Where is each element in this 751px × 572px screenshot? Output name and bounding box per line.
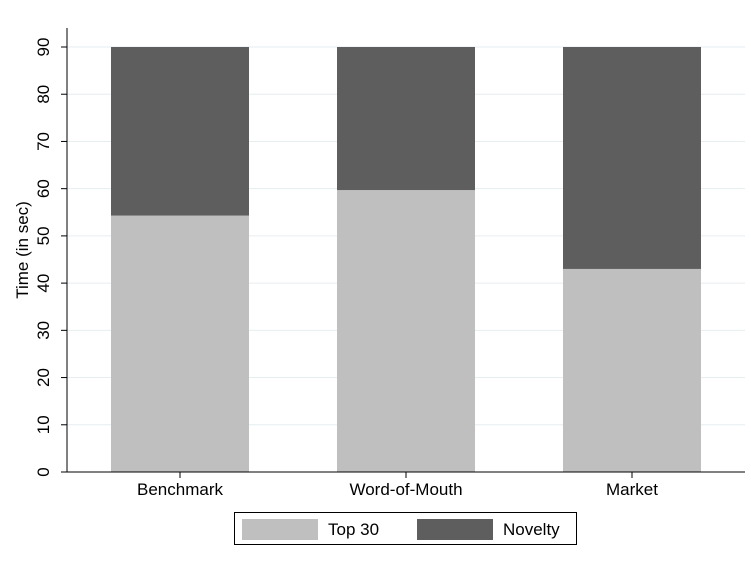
y-tick-label: 70 [34, 132, 53, 151]
y-tick-label: 90 [34, 38, 53, 57]
bar-segment-novelty [563, 47, 701, 269]
legend-swatch-novelty [417, 519, 493, 540]
y-tick-label: 80 [34, 85, 53, 104]
x-tick-label: Benchmark [137, 480, 223, 499]
legend: Top 30 Novelty [234, 512, 577, 545]
y-tick-label: 10 [34, 415, 53, 434]
bars [111, 47, 701, 473]
y-tick-label: 50 [34, 226, 53, 245]
bar-segment-novelty [111, 47, 249, 216]
legend-label-top30: Top 30 [328, 520, 380, 539]
y-ticks: 0 10 20 30 40 50 60 70 80 90 [34, 38, 67, 477]
x-ticks: Benchmark Word-of-Mouth Market [137, 472, 658, 499]
bar-segment-novelty [337, 47, 475, 191]
x-tick-label: Market [606, 480, 658, 499]
x-tick-label: Word-of-Mouth [349, 480, 462, 499]
y-tick-label: 20 [34, 368, 53, 387]
bar-segment-top30 [563, 268, 701, 472]
legend-swatch-top30 [242, 519, 318, 540]
y-tick-label: 0 [34, 467, 53, 476]
y-tick-label: 40 [34, 274, 53, 293]
bar-segment-top30 [111, 215, 249, 473]
legend-label-novelty: Novelty [503, 520, 560, 539]
y-tick-label: 60 [34, 179, 53, 198]
y-axis-label: Time (in sec) [13, 201, 32, 299]
bar-segment-top30 [337, 190, 475, 473]
y-tick-label: 30 [34, 321, 53, 340]
